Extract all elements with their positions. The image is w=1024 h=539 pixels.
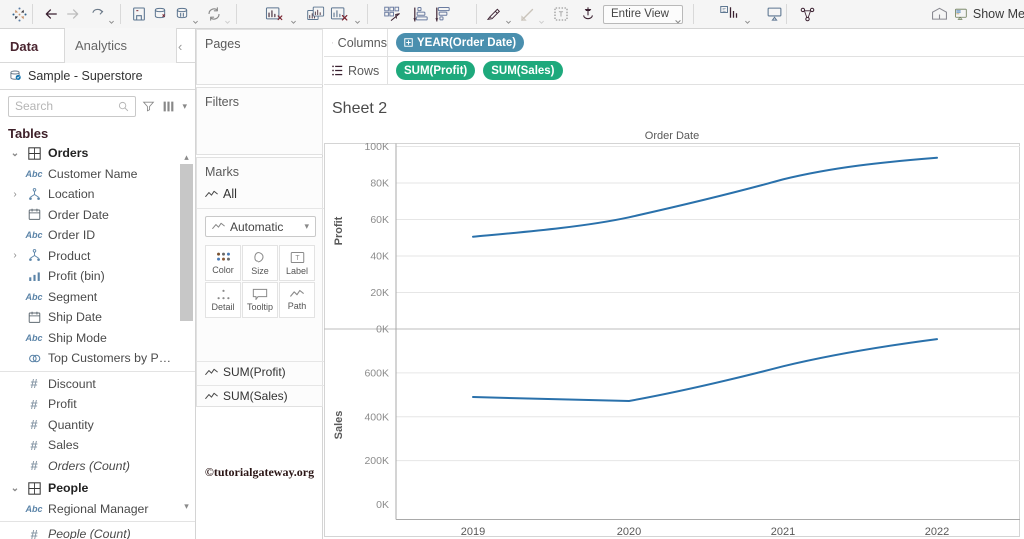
svg-text:80K: 80K bbox=[370, 178, 389, 190]
svg-text:20K: 20K bbox=[370, 287, 389, 299]
svg-text:0K: 0K bbox=[376, 499, 389, 511]
svg-text:0K: 0K bbox=[376, 324, 389, 336]
svg-text:100K: 100K bbox=[364, 141, 389, 153]
svg-text:200K: 200K bbox=[364, 455, 389, 467]
svg-text:2020: 2020 bbox=[617, 526, 641, 537]
svg-text:Profit: Profit bbox=[333, 216, 345, 245]
svg-text:T: T bbox=[559, 10, 564, 19]
svg-text:2022: 2022 bbox=[925, 526, 949, 537]
svg-text:T: T bbox=[295, 255, 300, 262]
svg-text:600K: 600K bbox=[364, 367, 389, 379]
svg-text:40K: 40K bbox=[370, 251, 389, 263]
svg-text:60K: 60K bbox=[370, 214, 389, 226]
svg-text:Sales: Sales bbox=[333, 411, 345, 440]
svg-text:2021: 2021 bbox=[771, 526, 795, 537]
svg-text:2019: 2019 bbox=[461, 526, 485, 537]
svg-text:400K: 400K bbox=[364, 411, 389, 423]
